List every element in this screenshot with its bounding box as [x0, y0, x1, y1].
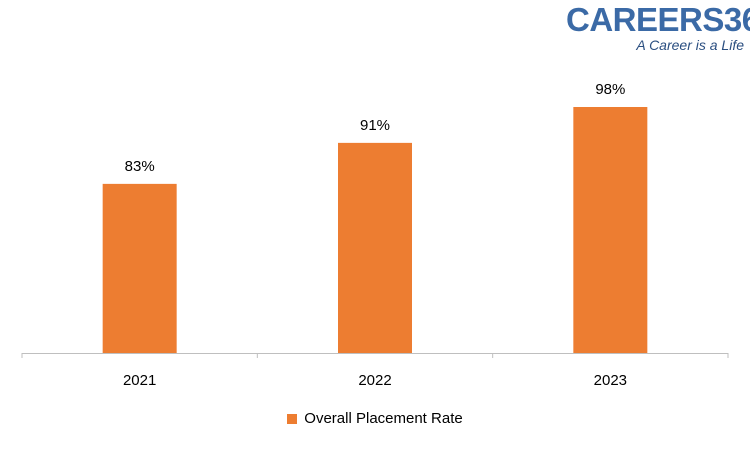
legend-label: Overall Placement Rate	[304, 410, 463, 427]
bar-2022	[338, 142, 412, 353]
x-tick-label-2022: 2022	[358, 372, 391, 389]
x-tick-label-2023: 2023	[594, 372, 627, 389]
data-label-2023: 98%	[595, 81, 625, 98]
x-tick-label-2021: 2021	[123, 372, 156, 389]
legend: Overall Placement Rate	[0, 410, 750, 427]
data-label-2021: 83%	[125, 158, 155, 175]
legend-swatch	[287, 413, 298, 424]
logo-tagline: A Career is a Life	[636, 37, 744, 53]
bar-2021	[102, 183, 177, 353]
bar-2023	[573, 107, 648, 353]
careers360-logo: CAREERS360 A Career is a Life	[566, 1, 750, 54]
logo-wordmark: CAREERS360	[566, 1, 750, 38]
data-label-2022: 91%	[360, 117, 390, 134]
